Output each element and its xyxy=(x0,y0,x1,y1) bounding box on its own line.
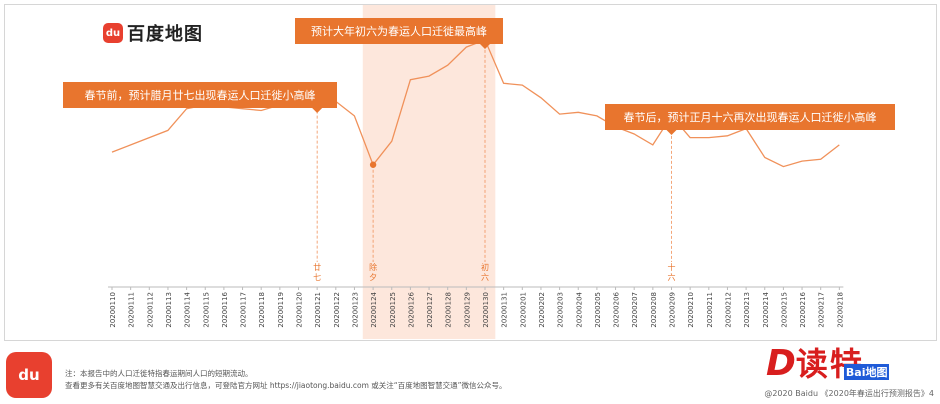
marker-date-label: 廿 xyxy=(313,262,321,272)
x-tick-label: 20200119 xyxy=(277,292,285,328)
x-tick-label: 20200126 xyxy=(407,291,415,327)
x-tick-label: 20200214 xyxy=(762,291,770,327)
x-tick-label: 20200211 xyxy=(706,292,714,328)
holiday-shaded-band xyxy=(362,5,496,339)
x-tick-label: 20200127 xyxy=(426,292,434,328)
x-tick-label: 20200201 xyxy=(519,292,527,328)
x-tick-label: 20200131 xyxy=(501,292,509,328)
x-tick-label: 20200213 xyxy=(743,292,751,328)
x-tick-label: 20200209 xyxy=(669,292,677,328)
x-tick-label: 20200210 xyxy=(687,292,695,328)
migration-line-chart: 20200110 20200111 20200112 20200113 20200114… xyxy=(63,5,895,339)
baidu-map-app-icon: du xyxy=(6,352,52,398)
x-tick-label: 20200129 xyxy=(463,292,471,328)
x-tick-label: 20200120 xyxy=(296,292,304,328)
x-tick-label: 20200128 xyxy=(445,292,453,328)
marker-point xyxy=(369,161,377,168)
callout-box xyxy=(295,18,503,44)
x-tick-label: 20200202 xyxy=(538,292,546,328)
more-info-note: 查看更多有关百度地图智慧交通及出行信息，可登陆官方网址 https://jiao… xyxy=(65,381,507,390)
x-tick-label: 20200111 xyxy=(128,292,136,328)
x-tick-label: 20200112 xyxy=(146,292,154,328)
x-tick-label: 20200115 xyxy=(202,292,210,328)
x-tick-label: 20200113 xyxy=(165,292,173,328)
x-tick-label: 20200216 xyxy=(799,291,807,327)
x-tick-label: 20200218 xyxy=(836,292,844,328)
x-tick-label: 20200215 xyxy=(780,292,788,328)
marker-date-label: 夕 xyxy=(369,272,377,282)
marker-date-label: 初 xyxy=(481,262,489,272)
footnote: 注：本报告中的人口迁徙特指春运期间人口的短期流动。 xyxy=(65,369,253,378)
x-tick-label: 20200124 xyxy=(370,291,378,327)
callout-box xyxy=(63,82,337,108)
x-tick-label: 20200123 xyxy=(351,292,359,328)
callout-text: 预计大年初六为春运人口迁徙最高峰 xyxy=(311,24,487,38)
callout-pointer xyxy=(312,108,323,113)
x-tick-label: 20200130 xyxy=(482,292,490,328)
x-tick-label: 20200121 xyxy=(314,292,322,328)
x-tick-label: 20200204 xyxy=(575,291,583,327)
marker-date-label: 除 xyxy=(369,262,377,272)
callout-box xyxy=(605,104,895,130)
dute-watermark-logo: D 读特 Bai地图 xyxy=(766,343,890,384)
callout-pointer xyxy=(666,130,677,135)
x-tick-label: 20200205 xyxy=(594,292,602,328)
copyright: @2020 Baidu 《2020年春运出行预测报告》4 xyxy=(764,389,934,398)
x-tick-label: 20200118 xyxy=(258,292,266,328)
marker-date-label: 六 xyxy=(481,272,489,282)
x-tick-label: 20200110 xyxy=(109,292,117,328)
x-tick-label: 20200217 xyxy=(818,292,826,328)
x-tick-label: 20200208 xyxy=(650,292,658,328)
baidu-map-logo: du 百度地图 xyxy=(103,20,203,46)
x-tick-label: 20200122 xyxy=(333,292,341,328)
x-tick-label: 20200212 xyxy=(724,292,732,328)
callout-pointer xyxy=(480,44,490,49)
x-tick-label: 20200114 xyxy=(184,291,192,327)
x-tick-label: 20200117 xyxy=(240,292,248,328)
x-tick-label: 20200207 xyxy=(631,292,639,328)
callout-text: 春节前，预计腊月廿七出现春运人口迁徙小高峰 xyxy=(85,88,316,102)
x-tick-label: 20200125 xyxy=(389,292,397,328)
x-tick-label: 20200203 xyxy=(557,292,565,328)
marker-date-label: 七 xyxy=(313,273,321,282)
marker-date-label: 六 xyxy=(668,272,676,282)
baidu-map-logo-icon: du xyxy=(103,23,123,43)
x-tick-label: 20200116 xyxy=(221,291,229,327)
x-tick-label: 20200206 xyxy=(613,291,621,327)
marker-date-label: 十 xyxy=(668,262,676,272)
callout-text: 春节后，预计正月十六再次出现春运人口迁徙小高峰 xyxy=(624,110,877,124)
baidu-map-logo-text: 百度地图 xyxy=(127,24,203,45)
